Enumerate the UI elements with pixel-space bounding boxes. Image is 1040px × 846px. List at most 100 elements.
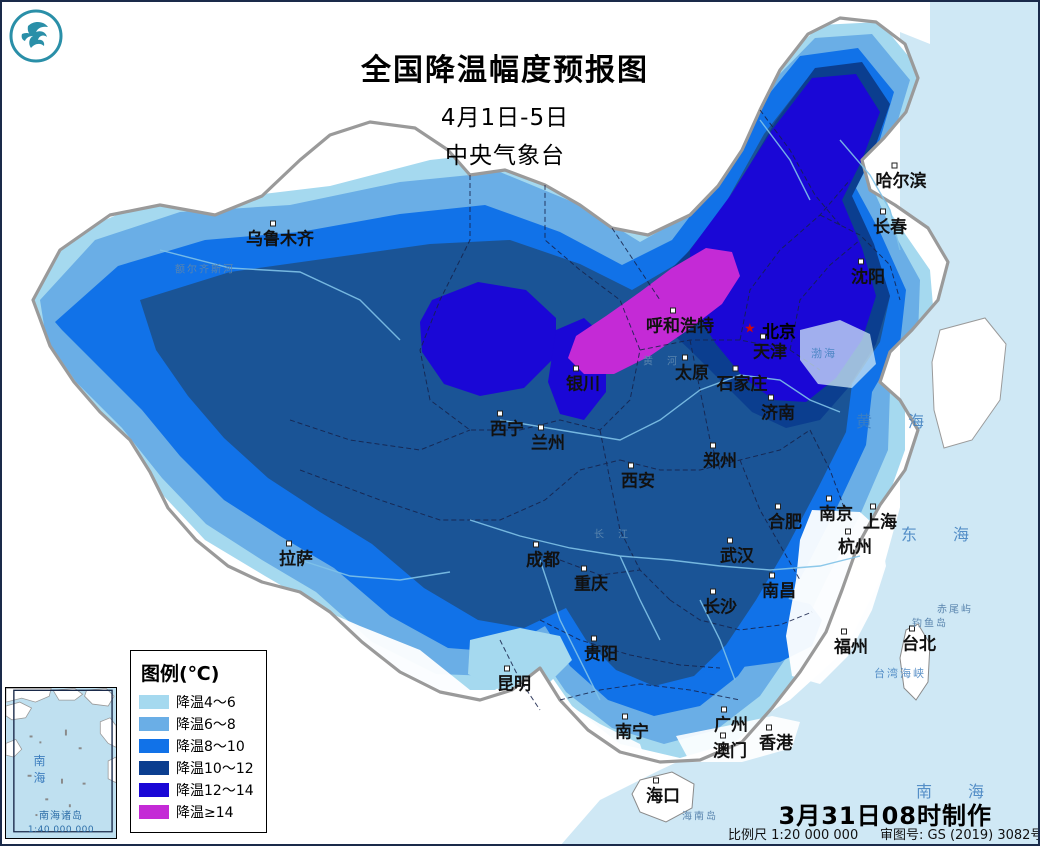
legend-label: 降温12～14 bbox=[176, 782, 254, 799]
city-label: 太原 bbox=[675, 354, 709, 383]
city-name: 北京 bbox=[762, 322, 796, 343]
city-name: 乌鲁木齐 bbox=[246, 229, 314, 250]
city-label: 南京 bbox=[819, 495, 853, 525]
city-name: 西宁 bbox=[490, 419, 524, 440]
city-name: 澳门 bbox=[713, 741, 747, 762]
cma-dragon-logo bbox=[8, 8, 64, 64]
city-label: 广州 bbox=[714, 706, 748, 736]
city-dot-icon bbox=[538, 424, 544, 431]
city-dot-icon bbox=[891, 162, 897, 169]
legend-color-swatch bbox=[139, 694, 169, 709]
legend-row: 降温4～6 bbox=[139, 692, 258, 711]
geo-feature-label: 额尔齐斯河 bbox=[175, 264, 235, 276]
city-dot-icon bbox=[497, 410, 503, 417]
city-dot-icon bbox=[628, 462, 634, 469]
legend-rows: 降温4～6 降温6～8 降温8～10 降温10～12 降温12～14 降温≥14 bbox=[139, 692, 258, 821]
legend-label: 降温4～6 bbox=[176, 694, 236, 711]
city-name: 香港 bbox=[759, 733, 793, 754]
city-name: 杭州 bbox=[838, 537, 872, 558]
city-name: 福州 bbox=[834, 637, 868, 658]
city-name: 济南 bbox=[761, 403, 795, 424]
city-label: 济南 bbox=[761, 394, 795, 424]
city-name: 成都 bbox=[526, 550, 560, 571]
south-china-sea-inset: 南 海 南海诸岛 1:40 000 000 bbox=[5, 687, 117, 839]
city-name: 拉萨 bbox=[279, 549, 313, 570]
legend-row: 降温10～12 bbox=[139, 758, 258, 777]
city-label: 天津 bbox=[753, 333, 787, 363]
city-dot-icon bbox=[760, 333, 766, 340]
city-dot-icon bbox=[504, 665, 510, 672]
city-label: 石家庄 bbox=[716, 365, 768, 395]
legend-color-swatch bbox=[139, 804, 169, 819]
legend-row: 降温≥14 bbox=[139, 802, 258, 821]
city-dot-icon bbox=[721, 706, 727, 713]
city-name: 石家庄 bbox=[716, 374, 768, 395]
city-label: 福州 bbox=[834, 628, 868, 658]
geo-feature-label: 黄 河 bbox=[643, 356, 679, 368]
city-dot-icon bbox=[682, 354, 688, 361]
legend-title: 图例(℃) bbox=[141, 663, 220, 685]
legend-color-swatch bbox=[139, 716, 169, 731]
city-label: 西宁 bbox=[490, 410, 524, 440]
city-dot-icon bbox=[880, 208, 886, 215]
legend-color-swatch bbox=[139, 760, 169, 775]
city-dot-icon bbox=[732, 365, 738, 372]
sea-label: 东 海 bbox=[900, 525, 980, 544]
city-dot-icon bbox=[710, 588, 716, 595]
city-dot-icon bbox=[841, 628, 847, 635]
city-name: 台北 bbox=[902, 634, 936, 655]
title-block: 全国降温幅度预报图 4月1日-5日 中央气象台 bbox=[330, 52, 680, 170]
capital-star-icon: ★ bbox=[744, 321, 756, 337]
geo-feature-label: 长 江 bbox=[594, 529, 630, 541]
city-dot-icon bbox=[727, 537, 733, 544]
city-name: 天津 bbox=[753, 342, 787, 363]
city-dot-icon bbox=[286, 540, 292, 547]
city-label: 西安 bbox=[621, 462, 655, 491]
city-dot-icon bbox=[622, 713, 628, 720]
city-label: 合肥 bbox=[768, 503, 802, 532]
city-label: 武汉 bbox=[720, 537, 754, 567]
city-dot-icon bbox=[581, 565, 587, 572]
city-label: 兰州 bbox=[531, 424, 565, 453]
city-dot-icon bbox=[533, 541, 539, 548]
city-label: 南昌 bbox=[762, 572, 796, 602]
legend-row: 降温8～10 bbox=[139, 736, 258, 755]
legend-label: 降温10～12 bbox=[176, 760, 254, 777]
city-label: 成都 bbox=[526, 541, 560, 571]
legend-label: 降温8～10 bbox=[176, 738, 245, 755]
city-name: 昆明 bbox=[497, 674, 531, 695]
city-name: 重庆 bbox=[574, 574, 608, 595]
city-name: 哈尔滨 bbox=[875, 171, 927, 192]
city-dot-icon bbox=[775, 503, 781, 510]
city-name: 郑州 bbox=[703, 451, 737, 472]
city-dot-icon bbox=[653, 777, 659, 784]
city-name: 南京 bbox=[819, 504, 853, 525]
legend-label: 降温≥14 bbox=[176, 804, 234, 821]
city-name: 呼和浩特 bbox=[646, 316, 714, 337]
city-name: 广州 bbox=[714, 715, 748, 736]
city-label: 长沙 bbox=[703, 588, 737, 617]
city-label: 海口 bbox=[646, 777, 680, 807]
city-name: 南昌 bbox=[762, 581, 796, 602]
production-time: 3月31日08时制作 bbox=[778, 802, 992, 830]
city-name: 武汉 bbox=[720, 546, 754, 567]
legend-color-swatch bbox=[139, 782, 169, 797]
city-dot-icon bbox=[270, 220, 276, 227]
legend-row: 降温6～8 bbox=[139, 714, 258, 733]
city-label: 上海 bbox=[863, 503, 897, 532]
legend-row: 降温12～14 bbox=[139, 780, 258, 799]
city-dot-icon bbox=[826, 495, 832, 502]
geo-feature-label: 海南岛 bbox=[682, 811, 718, 823]
map-scale: 比例尺 1:20 000 000 bbox=[728, 828, 859, 843]
city-name: 海口 bbox=[646, 786, 680, 807]
page-title: 全国降温幅度预报图 bbox=[361, 53, 649, 88]
city-label: 长春 bbox=[873, 208, 907, 237]
city-label: 贵阳 bbox=[584, 635, 618, 664]
city-label: 重庆 bbox=[574, 565, 608, 595]
city-label: 台北 bbox=[902, 625, 936, 655]
city-label: 澳门 bbox=[713, 732, 747, 762]
city-dot-icon bbox=[858, 258, 864, 265]
geo-feature-label: 赤尾屿 bbox=[937, 604, 973, 616]
legend-box: 图例(℃) 降温4～6 降温6～8 降温8～10 降温10～12 降温12～14 降温≥1… bbox=[130, 650, 267, 833]
city-dot-icon bbox=[870, 503, 876, 510]
